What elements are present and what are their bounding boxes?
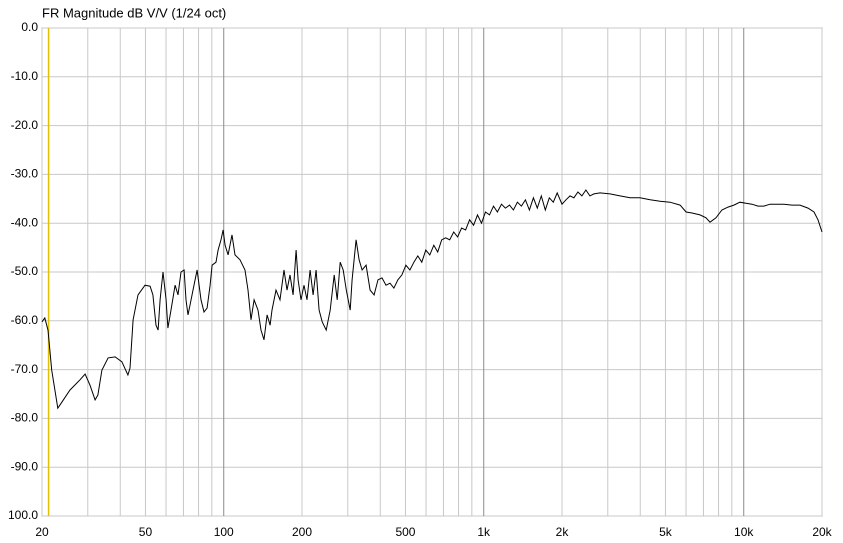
- y-tick-label: -80.0: [11, 411, 39, 425]
- y-tick-label: -10.0: [11, 69, 39, 83]
- y-tick-label: 0.0: [21, 20, 38, 34]
- x-tick-label: 20k: [812, 525, 832, 539]
- x-tick-label: 50: [139, 525, 153, 539]
- x-tick-label: 100: [214, 525, 234, 539]
- x-tick-label: 500: [395, 525, 415, 539]
- y-tick-label: -50.0: [11, 264, 39, 278]
- x-tick-label: 10k: [734, 525, 754, 539]
- x-tick-label: 2k: [556, 525, 570, 539]
- y-tick-label: 100.0: [8, 508, 38, 522]
- x-tick-label: 1k: [477, 525, 491, 539]
- x-tick-label: 20: [35, 525, 49, 539]
- chart-title: FR Magnitude dB V/V (1/24 oct): [42, 5, 226, 20]
- y-tick-label: -90.0: [11, 459, 39, 473]
- x-tick-label: 5k: [659, 525, 673, 539]
- fr-curve: [41, 189, 823, 410]
- x-tick-label: 200: [292, 525, 312, 539]
- y-tick-label: -70.0: [11, 362, 39, 376]
- y-tick-label: -40.0: [11, 215, 39, 229]
- y-tick-label: -60.0: [11, 313, 39, 327]
- y-tick-label: -30.0: [11, 167, 39, 181]
- y-tick-label: -20.0: [11, 118, 39, 132]
